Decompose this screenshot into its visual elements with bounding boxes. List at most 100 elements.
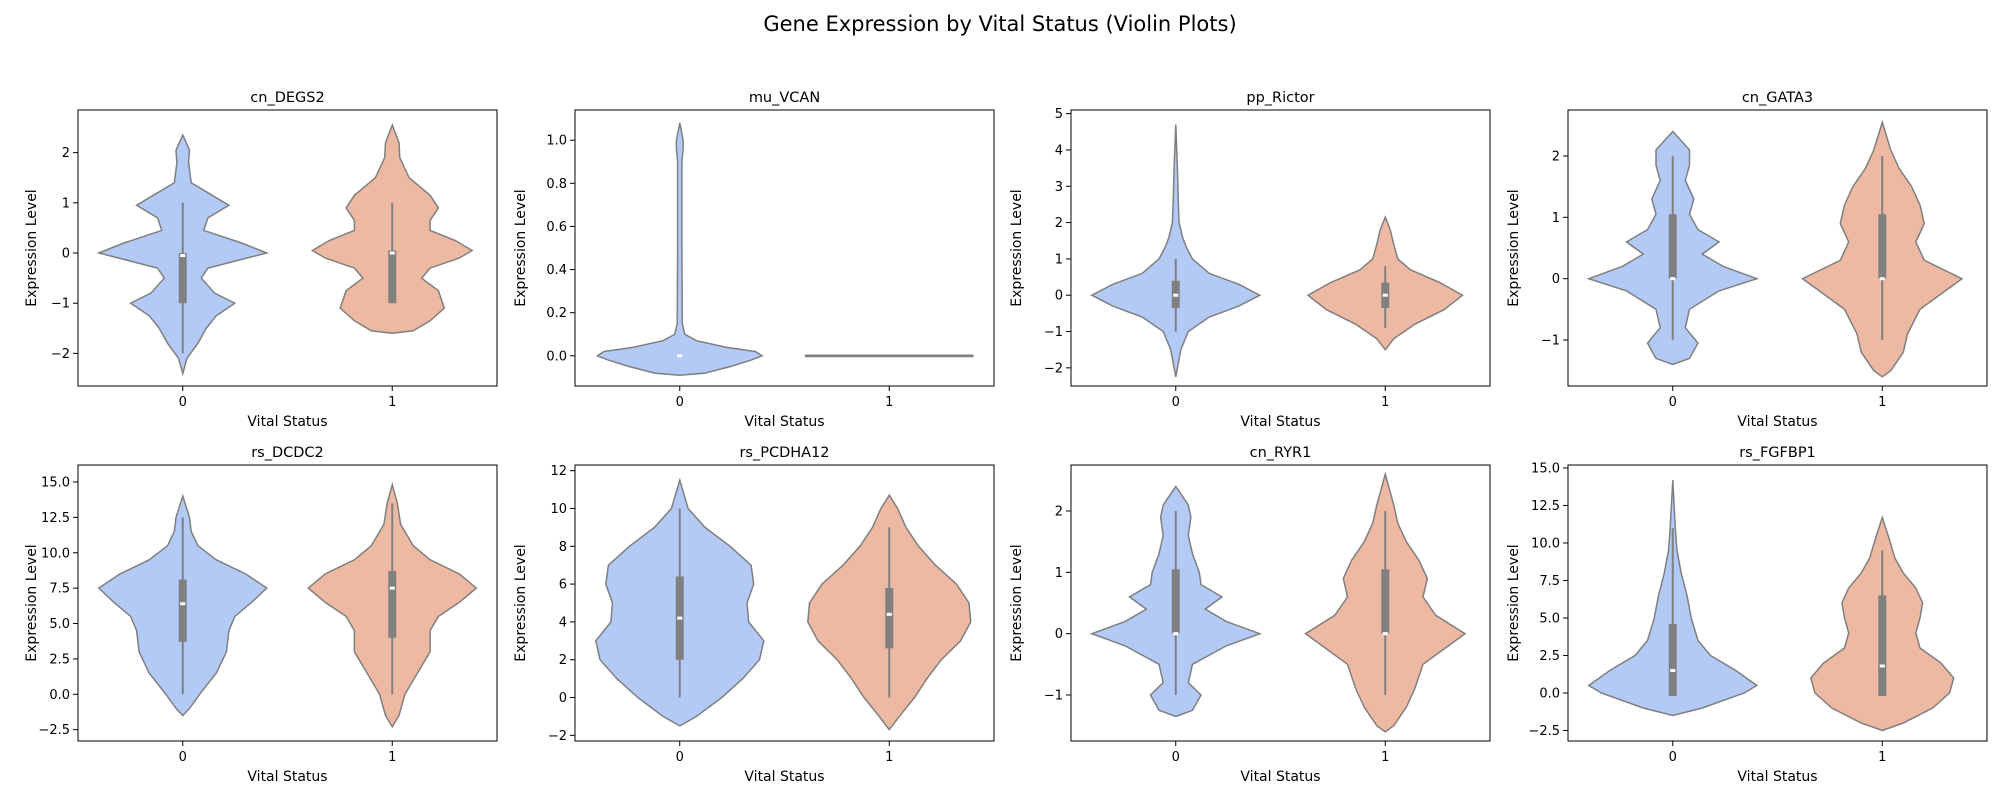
- x-tick-label: 1: [1878, 395, 1886, 410]
- x-axis-label: Vital Status: [1737, 414, 1817, 430]
- iqr-box: [1668, 214, 1677, 279]
- y-tick-label: 4: [559, 615, 567, 630]
- violin-group-1: [804, 354, 974, 358]
- median-marker: [389, 586, 395, 590]
- x-axis-label: Vital Status: [1737, 769, 1817, 785]
- chart-panel: rs_PCDHA12 −2 0 2 4 6 8 10 12 0 1 Vital Status Expre…: [513, 445, 995, 785]
- y-axis-label: Expression Level: [24, 544, 40, 661]
- median-marker: [886, 612, 892, 616]
- plot-frame: [77, 464, 498, 742]
- y-tick-label: 2: [1055, 505, 1063, 520]
- y-tick-label: 5.0: [49, 617, 70, 632]
- median-marker: [1670, 277, 1676, 281]
- y-tick-label: 1: [1552, 211, 1560, 226]
- x-tick-label: 0: [1669, 750, 1677, 765]
- y-tick-label: 0.6: [546, 220, 567, 235]
- x-tick-label: 0: [179, 750, 187, 765]
- violin-group-0: [595, 122, 764, 376]
- y-tick-label: 0: [559, 691, 567, 706]
- y-tick-label: 15.0: [41, 475, 70, 490]
- y-tick-label: 6: [559, 578, 567, 593]
- y-tick-label: 1: [1055, 252, 1063, 267]
- y-tick-label: 12.5: [1531, 499, 1560, 514]
- y-tick-label: 7.5: [1539, 574, 1560, 589]
- y-tick-label: 0.0: [546, 349, 567, 364]
- y-tick-label: −2: [548, 729, 567, 744]
- median-marker: [1670, 669, 1676, 672]
- x-tick-label: 0: [1172, 395, 1180, 410]
- y-tick-label: −2: [1044, 361, 1063, 376]
- median-marker: [389, 251, 395, 255]
- plot-frame: [1070, 464, 1491, 742]
- median-marker: [1879, 664, 1885, 668]
- y-tick-label: −1: [1541, 334, 1560, 349]
- y-tick-label: 2.5: [1539, 649, 1560, 664]
- y-axis-label: Expression Level: [24, 189, 40, 306]
- x-tick-label: 1: [885, 750, 893, 765]
- y-tick-label: 2.5: [49, 652, 70, 667]
- x-tick-label: 0: [676, 750, 684, 765]
- y-tick-label: 0.0: [1539, 687, 1560, 702]
- panel-title: cn_RYR1: [1250, 445, 1312, 461]
- chart-panel: cn_GATA3 −1 0 1 2 0 1 Vital Status Expression Le…: [1506, 90, 1988, 430]
- chart-panel: rs_FGFBP1 −2.5 0.0 2.5 5.0 7.5 10.0 12.5 15.0 0 1 V…: [1506, 445, 1988, 785]
- median-marker: [1173, 632, 1179, 636]
- iqr-box: [885, 587, 894, 649]
- panel-title: rs_DCDC2: [251, 445, 324, 461]
- iqr-box: [1878, 595, 1887, 696]
- y-axis-label: Expression Level: [1506, 544, 1522, 661]
- x-tick-label: 1: [1878, 750, 1886, 765]
- median-marker: [677, 354, 683, 358]
- y-tick-label: −1: [1044, 689, 1063, 704]
- iqr-box: [1668, 624, 1677, 696]
- panel-title: cn_DEGS2: [250, 90, 324, 106]
- median-marker: [1382, 293, 1388, 297]
- plot-frame: [574, 109, 995, 387]
- y-tick-label: 0: [1055, 289, 1063, 304]
- panel-title: pp_Rictor: [1246, 90, 1314, 106]
- x-tick-label: 0: [1669, 395, 1677, 410]
- median-marker: [180, 602, 186, 606]
- median-marker: [1173, 293, 1179, 297]
- x-axis-label: Vital Status: [247, 769, 327, 785]
- chart-panel: mu_VCAN 0.0 0.2 0.4 0.6 0.8 1.0 0 1 Vital Status E…: [513, 90, 995, 430]
- y-tick-label: 0.2: [546, 306, 567, 321]
- y-tick-label: 12: [550, 464, 567, 479]
- x-tick-label: 1: [885, 395, 893, 410]
- chart-panel: rs_DCDC2 −2.5 0.0 2.5 5.0 7.5 10.0 12.5 15.0 0 1 Vi…: [24, 445, 498, 785]
- y-tick-label: 10.0: [41, 546, 70, 561]
- x-tick-label: 0: [179, 395, 187, 410]
- x-tick-label: 1: [388, 395, 396, 410]
- iqr-box: [1878, 214, 1887, 279]
- y-tick-label: 1: [62, 196, 70, 211]
- y-tick-label: 2: [559, 653, 567, 668]
- median-marker: [180, 254, 186, 258]
- y-tick-label: 4: [1055, 143, 1063, 158]
- y-tick-label: 12.5: [41, 511, 70, 526]
- x-tick-label: 0: [676, 395, 684, 410]
- y-axis-label: Expression Level: [513, 544, 529, 661]
- x-tick-label: 0: [1172, 750, 1180, 765]
- y-tick-label: −1: [51, 297, 70, 312]
- y-tick-label: 0: [62, 247, 70, 262]
- chart-panel: cn_RYR1 −1 0 1 2 0 1 Vital Status Expression Lev…: [1009, 445, 1491, 785]
- x-axis-label: Vital Status: [744, 769, 824, 785]
- plot-frame: [1070, 109, 1491, 387]
- y-tick-label: 15.0: [1531, 462, 1560, 477]
- y-tick-label: 2: [1055, 216, 1063, 231]
- iqr-box: [178, 253, 187, 304]
- plot-frame: [77, 109, 498, 387]
- iqr-box: [1171, 569, 1180, 634]
- y-tick-label: 5: [1055, 107, 1063, 122]
- y-tick-label: 1: [1055, 566, 1063, 581]
- y-tick-label: 5.0: [1539, 612, 1560, 627]
- violin-group-0: [1090, 124, 1262, 378]
- y-tick-label: −2: [51, 347, 70, 362]
- x-axis-label: Vital Status: [1240, 769, 1320, 785]
- x-tick-label: 1: [1381, 750, 1389, 765]
- y-axis-label: Expression Level: [1506, 189, 1522, 306]
- panel-title: cn_GATA3: [1742, 90, 1813, 106]
- x-axis-label: Vital Status: [1240, 414, 1320, 430]
- y-axis-label: Expression Level: [513, 189, 529, 306]
